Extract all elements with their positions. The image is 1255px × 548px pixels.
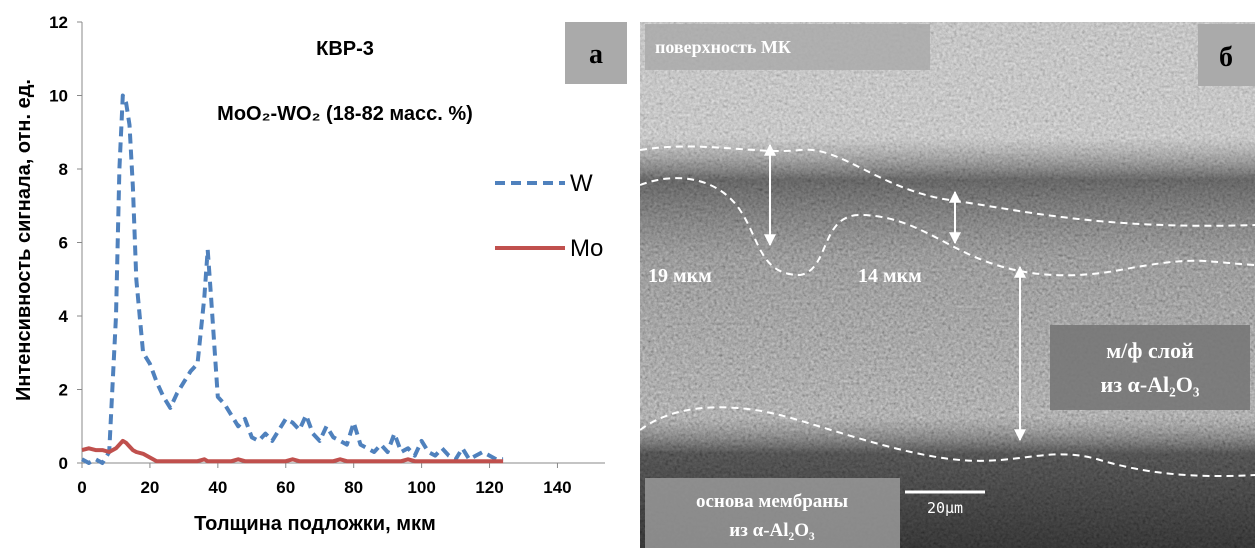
figure: поверхность МК б 19 мкм 14 мкм м/ф слой …: [0, 0, 1255, 548]
thickness-label: 19 мкм: [648, 265, 712, 287]
legend-label: W: [570, 170, 593, 197]
x-tick-label: 100: [407, 478, 435, 497]
scale-bar: 20µm: [927, 499, 963, 517]
thickness-label: 14 мкм: [858, 265, 922, 287]
base-label: основа мембраны: [696, 491, 848, 512]
x-tick-label: 120: [475, 478, 503, 497]
y-tick-label: 10: [49, 87, 68, 106]
legend-label: Mo: [570, 235, 603, 262]
panel-label: а: [589, 39, 603, 70]
base-label: из α-Al₂O₃: [729, 520, 815, 541]
chart-title: КВР-3: [316, 38, 374, 60]
surface-label: поверхность МК: [655, 37, 791, 57]
data-line: [82, 96, 503, 464]
chart-subtitle: MoO₂-WO₂ (18-82 масс. %): [217, 103, 473, 125]
data-line: [82, 441, 503, 461]
y-tick-label: 2: [59, 381, 68, 400]
y-tick-label: 6: [59, 234, 68, 253]
layer-label: м/ф слой: [1106, 338, 1194, 363]
y-tick-label: 4: [59, 307, 69, 326]
x-axis-label: Толщина подложки, мкм: [194, 513, 436, 535]
y-tick-label: 8: [59, 160, 68, 179]
x-tick-label: 140: [543, 478, 571, 497]
y-tick-label: 12: [49, 13, 68, 32]
x-tick-label: 40: [208, 478, 227, 497]
x-tick-label: 0: [77, 478, 86, 497]
layer-label: из α-Al₂O₃: [1101, 372, 1200, 397]
x-tick-label: 60: [276, 478, 295, 497]
x-tick-label: 80: [344, 478, 363, 497]
x-tick-label: 20: [140, 478, 159, 497]
sem-image: поверхность МК б 19 мкм 14 мкм м/ф слой …: [640, 22, 1255, 548]
panel-label: б: [1219, 42, 1233, 73]
y-tick-label: 0: [59, 454, 68, 473]
y-axis-label: Интенсивность сигнала, отн. ед.: [13, 79, 35, 401]
